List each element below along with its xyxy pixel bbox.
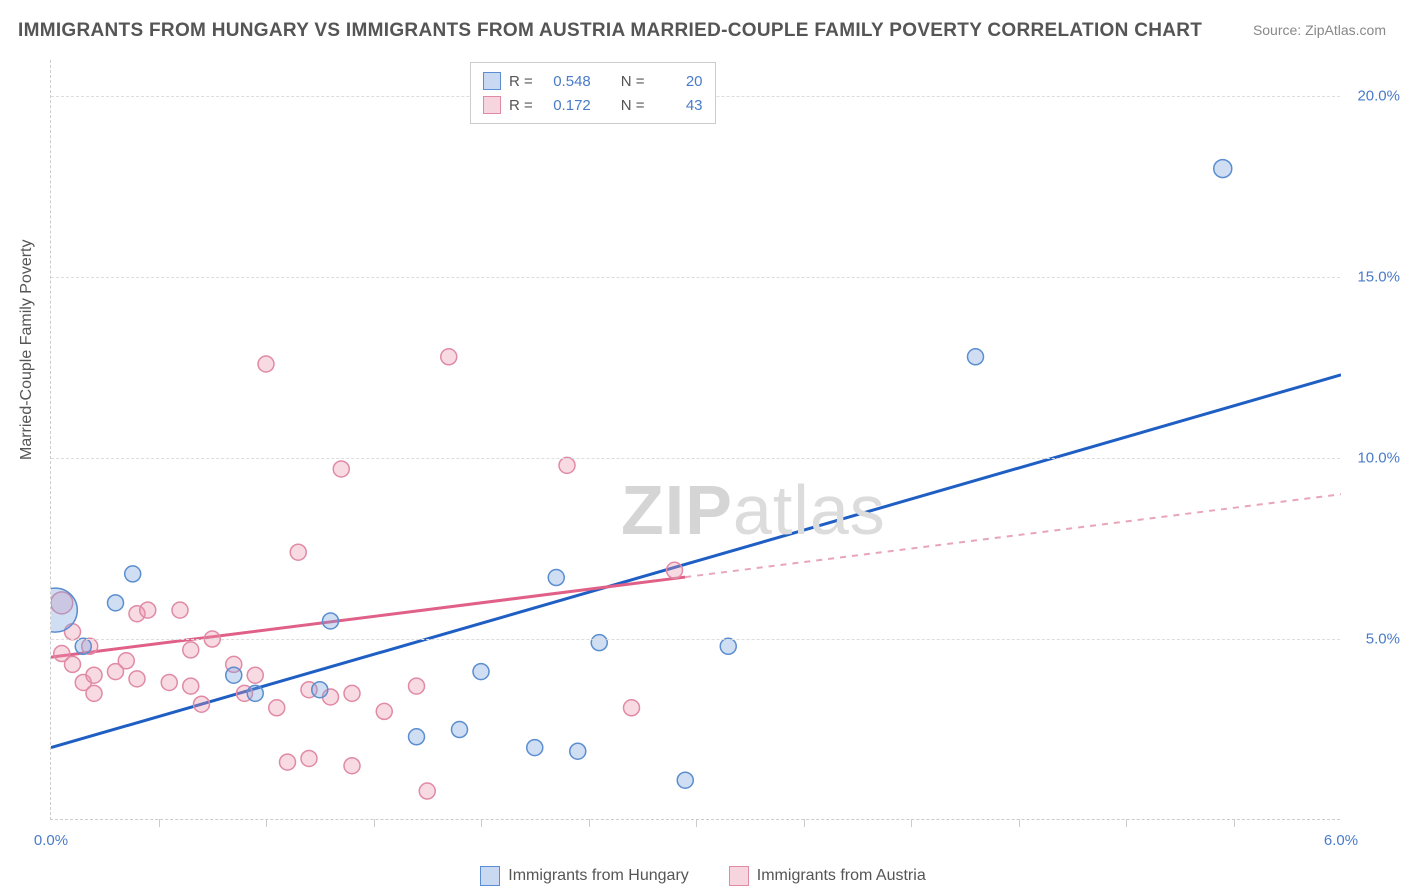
data-point [548, 570, 564, 586]
y-tick-label: 10.0% [1357, 450, 1400, 467]
x-tick-minor [804, 819, 805, 827]
plot-area: ZIPatlas 5.0%10.0%15.0%20.0%0.0%6.0% [50, 60, 1340, 820]
series-label-austria: Immigrants from Austria [757, 867, 926, 885]
data-point [129, 671, 145, 687]
data-point [86, 685, 102, 701]
x-tick-minor [696, 819, 697, 827]
data-point [333, 461, 349, 477]
x-tick-minor [1126, 819, 1127, 827]
y-tick-label: 5.0% [1366, 631, 1400, 648]
scatter-plot-svg [51, 60, 1341, 820]
legend-r-label: R = [509, 73, 533, 90]
gridline [51, 277, 1340, 278]
x-tick-minor [589, 819, 590, 827]
data-point [968, 349, 984, 365]
data-point [75, 638, 91, 654]
data-point [1214, 160, 1232, 178]
x-tick-label: 0.0% [34, 832, 68, 849]
gridline [51, 639, 1340, 640]
legend-n-hungary: 20 [653, 73, 703, 90]
data-point [441, 349, 457, 365]
x-tick-minor [374, 819, 375, 827]
y-tick-label: 15.0% [1357, 269, 1400, 286]
data-point [118, 653, 134, 669]
data-point [258, 356, 274, 372]
series-swatch-austria [729, 866, 749, 886]
data-point [194, 696, 210, 712]
data-point [376, 703, 392, 719]
legend-swatch-austria [483, 96, 501, 114]
data-point [140, 602, 156, 618]
data-point [527, 740, 543, 756]
x-tick-minor [1019, 819, 1020, 827]
data-point [183, 678, 199, 694]
series-legend: Immigrants from Hungary Immigrants from … [0, 866, 1406, 886]
legend-swatch-hungary [483, 72, 501, 90]
x-tick-label: 6.0% [1324, 832, 1358, 849]
x-tick-minor [1234, 819, 1235, 827]
data-point [290, 544, 306, 560]
data-point [172, 602, 188, 618]
legend-n-label: N = [621, 73, 645, 90]
chart-title: IMMIGRANTS FROM HUNGARY VS IMMIGRANTS FR… [18, 20, 1202, 42]
correlation-legend: R = 0.548 N = 20 R = 0.172 N = 43 [470, 62, 716, 124]
data-point [269, 700, 285, 716]
data-point [125, 566, 141, 582]
data-point [161, 674, 177, 690]
data-point [86, 667, 102, 683]
watermark-thin: atlas [733, 471, 886, 549]
data-point [591, 635, 607, 651]
source-label: Source: ZipAtlas.com [1253, 22, 1386, 38]
gridline [51, 458, 1340, 459]
data-point [452, 722, 468, 738]
x-tick-minor [266, 819, 267, 827]
data-point [409, 678, 425, 694]
data-point [65, 656, 81, 672]
data-point [312, 682, 328, 698]
data-point [409, 729, 425, 745]
watermark-bold: ZIP [621, 471, 733, 549]
data-point [677, 772, 693, 788]
data-point [247, 667, 263, 683]
data-point [108, 595, 124, 611]
series-label-hungary: Immigrants from Hungary [508, 867, 689, 885]
chart-container: IMMIGRANTS FROM HUNGARY VS IMMIGRANTS FR… [0, 0, 1406, 892]
x-tick-minor [911, 819, 912, 827]
data-point [667, 562, 683, 578]
legend-r-hungary: 0.548 [541, 73, 591, 90]
watermark: ZIPatlas [621, 470, 886, 550]
data-point [344, 685, 360, 701]
legend-n-label-2: N = [621, 97, 645, 114]
x-tick-minor [481, 819, 482, 827]
data-point [301, 750, 317, 766]
data-point [473, 664, 489, 680]
data-point [344, 758, 360, 774]
legend-r-label-2: R = [509, 97, 533, 114]
data-point [323, 613, 339, 629]
data-point [247, 685, 263, 701]
data-point [226, 667, 242, 683]
series-legend-hungary: Immigrants from Hungary [480, 866, 689, 886]
x-tick-minor [159, 819, 160, 827]
legend-r-austria: 0.172 [541, 97, 591, 114]
data-point [720, 638, 736, 654]
data-point [183, 642, 199, 658]
data-point [280, 754, 296, 770]
series-swatch-hungary [480, 866, 500, 886]
data-point [419, 783, 435, 799]
data-point [559, 457, 575, 473]
legend-row-hungary: R = 0.548 N = 20 [483, 69, 703, 93]
y-tick-label: 20.0% [1357, 88, 1400, 105]
data-point [624, 700, 640, 716]
series-legend-austria: Immigrants from Austria [729, 866, 926, 886]
data-point [570, 743, 586, 759]
legend-n-austria: 43 [653, 97, 703, 114]
y-axis-label: Married-Couple Family Poverty [18, 239, 36, 460]
legend-row-austria: R = 0.172 N = 43 [483, 93, 703, 117]
